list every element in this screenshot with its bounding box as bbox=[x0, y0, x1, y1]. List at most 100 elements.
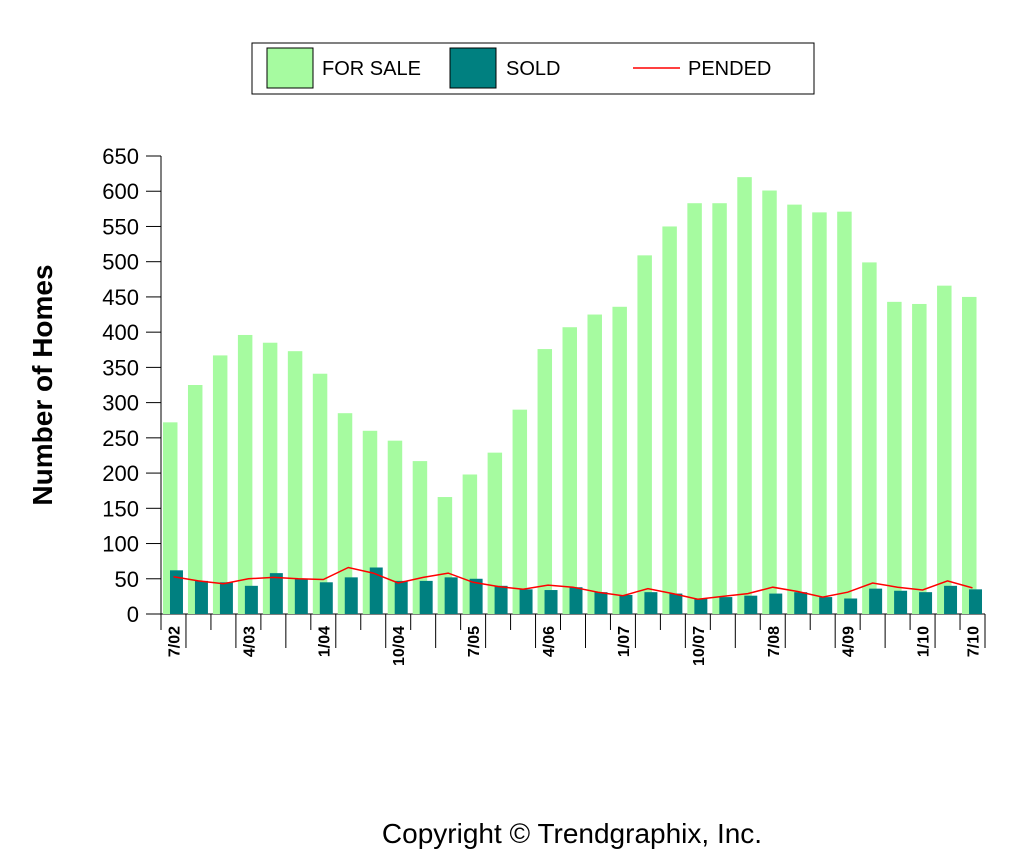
y-tick-label: 0 bbox=[127, 602, 139, 627]
for-sale-bar bbox=[637, 255, 652, 614]
for-sale-bar bbox=[962, 296, 977, 614]
x-tick-label: 7/05 bbox=[466, 626, 483, 657]
sold-bar bbox=[719, 597, 733, 614]
sold-bar bbox=[844, 598, 858, 614]
for-sale-bar bbox=[562, 327, 577, 614]
sold-bar bbox=[594, 592, 608, 614]
for-sale-bar bbox=[837, 211, 852, 614]
legend-label-for-sale: FOR SALE bbox=[322, 58, 421, 80]
sold-bar bbox=[469, 578, 483, 614]
sold-bar bbox=[569, 587, 583, 614]
x-tick-label: 7/02 bbox=[166, 626, 183, 657]
sold-bar bbox=[344, 577, 358, 614]
x-tick-label: 1/07 bbox=[616, 626, 633, 657]
sold-bar bbox=[944, 585, 958, 614]
for-sale-bar bbox=[887, 301, 902, 614]
for-sale-bar bbox=[737, 177, 752, 614]
y-tick-label: 400 bbox=[102, 320, 139, 345]
x-tick-label: 7/08 bbox=[766, 626, 783, 657]
sold-bars bbox=[169, 567, 983, 614]
sold-bar bbox=[419, 580, 433, 614]
sold-bar bbox=[169, 570, 183, 614]
for-sale-bar bbox=[537, 349, 553, 614]
y-tick-labels: 0 50 100 150 200 250 300 350 400 450 500 550 600 650 bbox=[102, 144, 139, 627]
sold-bar bbox=[319, 582, 333, 614]
sold-bar bbox=[644, 592, 658, 614]
for-sale-bar bbox=[587, 314, 602, 614]
sold-bar bbox=[869, 588, 883, 614]
for-sale-bar bbox=[912, 303, 927, 614]
y-tick-label: 350 bbox=[102, 355, 139, 380]
sold-bar bbox=[544, 590, 558, 614]
sold-bar bbox=[744, 595, 758, 614]
x-tick-label: 7/10 bbox=[966, 626, 983, 657]
sold-bar bbox=[794, 592, 808, 614]
for-sale-bar bbox=[387, 440, 403, 614]
y-tick-label: 300 bbox=[102, 391, 139, 416]
y-tick-label: 250 bbox=[102, 426, 139, 451]
y-tick-label: 600 bbox=[102, 179, 139, 204]
sold-bar bbox=[369, 567, 383, 614]
for-sale-bar bbox=[512, 409, 528, 614]
pended-series-line bbox=[173, 566, 973, 600]
x-tick-label: 4/06 bbox=[541, 626, 558, 657]
sold-bar bbox=[519, 589, 533, 614]
y-tick-label: 150 bbox=[102, 496, 139, 521]
sold-bar bbox=[669, 593, 683, 614]
sold-bar bbox=[294, 578, 308, 614]
for-sale-bar bbox=[487, 452, 503, 614]
x-tick-label: 10/04 bbox=[391, 626, 408, 666]
y-tick-label: 100 bbox=[102, 532, 139, 557]
for-sale-bar bbox=[212, 355, 228, 614]
for-sale-bar bbox=[612, 306, 627, 614]
for-sale-bar bbox=[762, 190, 777, 614]
y-tick-label: 650 bbox=[102, 144, 139, 169]
x-tick-labels: 7/02 4/03 1/04 10/04 7/05 4/06 1/07 10/07 7/08 4/… bbox=[166, 626, 982, 666]
sold-bar bbox=[444, 577, 458, 614]
sold-bar bbox=[269, 573, 283, 614]
y-tick-label: 200 bbox=[102, 461, 139, 486]
x-tick-label: 4/09 bbox=[841, 626, 858, 657]
for-sale-bar bbox=[337, 413, 353, 614]
y-tick-label: 450 bbox=[102, 285, 139, 310]
y-tick-label: 500 bbox=[102, 250, 139, 275]
for-sale-bar bbox=[687, 203, 702, 614]
for-sale-bar bbox=[412, 461, 428, 614]
sold-bar bbox=[619, 594, 633, 614]
legend-label-pended: PENDED bbox=[688, 58, 771, 80]
for-sale-bar bbox=[262, 342, 278, 614]
for-sale-bar bbox=[812, 212, 827, 614]
copyright: Copyright © Trendgraphix, Inc. bbox=[382, 818, 762, 849]
for-sale-bar bbox=[712, 203, 727, 614]
for-sale-bar bbox=[937, 285, 952, 614]
x-tick-label: 1/10 bbox=[916, 626, 933, 657]
sold-bar bbox=[494, 585, 508, 614]
sold-bar bbox=[769, 593, 783, 614]
for-sale-bar bbox=[787, 204, 802, 614]
x-tick-label: 10/07 bbox=[691, 626, 708, 666]
for-sale-bar bbox=[162, 422, 178, 614]
for-sale-bar bbox=[237, 334, 253, 614]
for-sale-bar bbox=[187, 385, 203, 614]
legend-swatch-sold bbox=[449, 47, 497, 89]
sold-bar bbox=[394, 580, 408, 614]
sold-bar bbox=[694, 598, 708, 614]
y-tick-label: 550 bbox=[102, 214, 139, 239]
sold-bar bbox=[244, 585, 258, 614]
pended-line bbox=[173, 566, 973, 600]
sold-bar bbox=[819, 597, 833, 614]
legend-label-sold: SOLD bbox=[506, 58, 560, 80]
legend: FOR SALE SOLD PENDED bbox=[251, 42, 815, 95]
y-axis-label: Number of Homes bbox=[27, 264, 58, 505]
y-tick-label: 50 bbox=[115, 567, 139, 592]
sold-bar bbox=[194, 580, 208, 614]
sold-bar bbox=[219, 582, 233, 614]
for-sale-bar bbox=[287, 351, 303, 614]
for-sale-bar bbox=[312, 373, 328, 614]
legend-box bbox=[251, 42, 815, 95]
for-sale-bar bbox=[862, 262, 877, 614]
sold-bar bbox=[894, 590, 908, 614]
for-sale-bars bbox=[162, 177, 977, 614]
for-sale-bar bbox=[662, 226, 677, 614]
